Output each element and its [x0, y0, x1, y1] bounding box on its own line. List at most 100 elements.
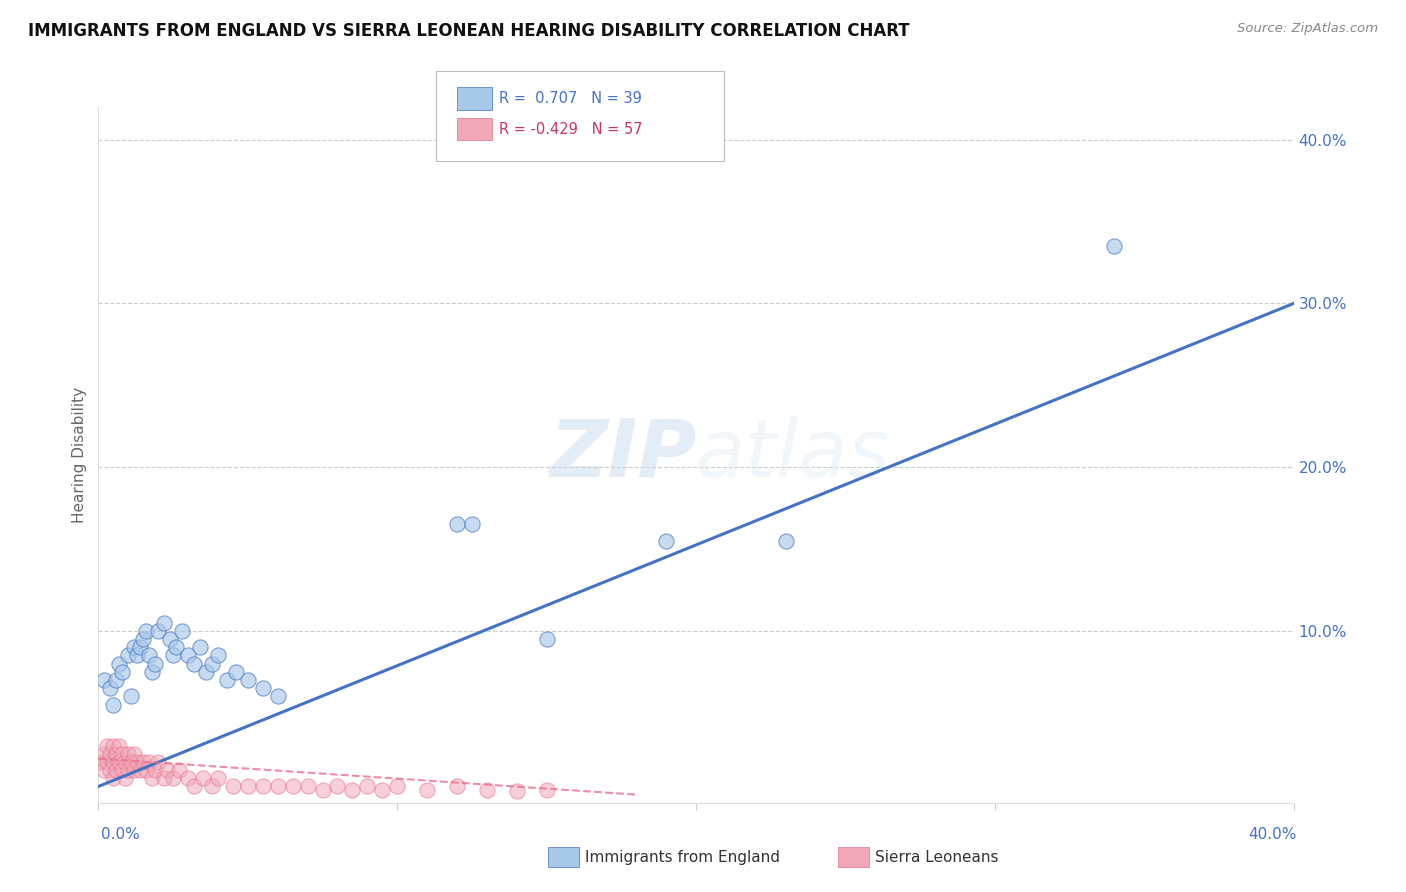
Point: [191, 771, 214, 785]
Point: [207, 648, 229, 663]
Point: [103, 755, 125, 769]
Point: [105, 673, 128, 687]
Point: [124, 640, 146, 655]
Point: [416, 782, 439, 797]
Point: [96, 739, 118, 753]
Point: [90, 755, 112, 769]
Point: [93, 673, 115, 687]
Point: [93, 747, 115, 761]
Point: [103, 739, 125, 753]
Point: [117, 648, 139, 663]
Point: [446, 780, 468, 794]
Point: [143, 657, 166, 671]
Point: [225, 665, 247, 679]
Point: [775, 533, 797, 548]
Text: 40.0%: 40.0%: [1249, 827, 1296, 841]
Point: [120, 755, 142, 769]
Point: [108, 755, 131, 769]
Point: [93, 763, 115, 777]
Point: [111, 747, 134, 761]
Point: [156, 763, 179, 777]
Point: [127, 755, 149, 769]
Point: [177, 648, 200, 663]
Point: [207, 771, 229, 785]
Point: [98, 681, 122, 696]
Point: [356, 780, 378, 794]
Point: [267, 690, 290, 704]
Point: [188, 640, 211, 655]
Text: Source: ZipAtlas.com: Source: ZipAtlas.com: [1237, 22, 1378, 36]
Point: [252, 681, 274, 696]
Point: [201, 780, 224, 794]
Point: [143, 763, 166, 777]
Text: R = -0.429   N = 57: R = -0.429 N = 57: [499, 122, 643, 136]
Point: [162, 648, 184, 663]
Point: [124, 747, 146, 761]
Y-axis label: Hearing Disability: Hearing Disability: [72, 387, 87, 523]
Point: [111, 665, 134, 679]
Point: [132, 755, 155, 769]
Point: [215, 673, 238, 687]
Point: [153, 615, 176, 630]
Point: [129, 763, 152, 777]
Point: [138, 755, 160, 769]
Point: [138, 648, 160, 663]
Point: [475, 782, 498, 797]
Point: [159, 632, 181, 646]
Point: [326, 780, 349, 794]
Point: [446, 517, 468, 532]
Point: [103, 771, 125, 785]
Point: [103, 698, 125, 712]
Point: [236, 780, 259, 794]
Point: [117, 747, 139, 761]
Point: [311, 782, 333, 797]
Text: Immigrants from England: Immigrants from England: [585, 850, 780, 864]
Text: ZIP: ZIP: [548, 416, 696, 494]
Point: [194, 665, 218, 679]
Point: [506, 784, 529, 798]
Point: [148, 755, 170, 769]
Point: [105, 747, 128, 761]
Point: [148, 624, 170, 638]
Point: [183, 657, 205, 671]
Text: R =  0.707   N = 39: R = 0.707 N = 39: [499, 91, 643, 105]
Point: [236, 673, 259, 687]
Point: [117, 763, 139, 777]
Point: [135, 624, 157, 638]
Point: [252, 780, 274, 794]
Point: [297, 780, 319, 794]
Point: [114, 755, 136, 769]
Point: [371, 782, 394, 797]
Text: IMMIGRANTS FROM ENGLAND VS SIERRA LEONEAN HEARING DISABILITY CORRELATION CHART: IMMIGRANTS FROM ENGLAND VS SIERRA LEONEA…: [28, 22, 910, 40]
Point: [108, 739, 131, 753]
Point: [165, 640, 187, 655]
Text: Sierra Leoneans: Sierra Leoneans: [875, 850, 998, 864]
Point: [153, 771, 176, 785]
Point: [124, 763, 146, 777]
Point: [342, 782, 364, 797]
Point: [536, 782, 558, 797]
Point: [98, 763, 122, 777]
Point: [96, 755, 118, 769]
Point: [135, 763, 157, 777]
Point: [655, 533, 678, 548]
Point: [1104, 239, 1126, 253]
Point: [114, 771, 136, 785]
Point: [183, 780, 205, 794]
Point: [461, 517, 484, 532]
Point: [108, 657, 131, 671]
Point: [281, 780, 304, 794]
Point: [201, 657, 224, 671]
Point: [141, 771, 163, 785]
Point: [120, 690, 142, 704]
Point: [267, 780, 290, 794]
Text: atlas: atlas: [696, 416, 891, 494]
Point: [167, 763, 190, 777]
Point: [141, 665, 163, 679]
Point: [111, 763, 134, 777]
Point: [129, 640, 152, 655]
Point: [105, 763, 128, 777]
Point: [132, 632, 155, 646]
Point: [385, 780, 409, 794]
Point: [536, 632, 558, 646]
